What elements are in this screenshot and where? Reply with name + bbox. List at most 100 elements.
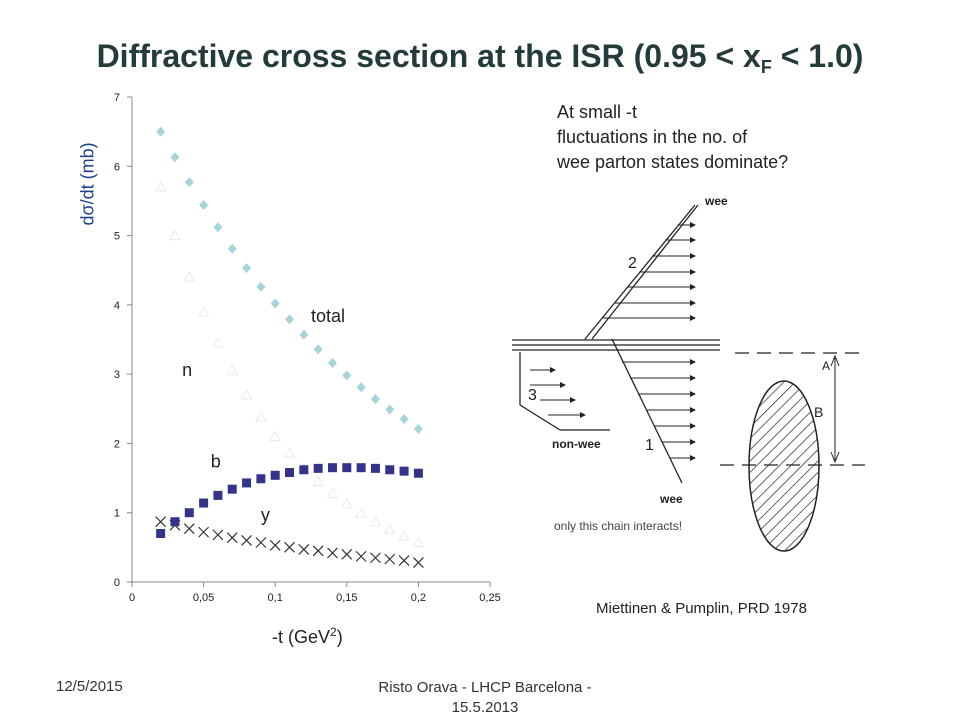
target-proton-ellipse [748,380,820,552]
data-point-n [226,364,239,376]
data-point-b [356,463,366,473]
citation: Miettinen & Pumplin, PRD 1978 [596,600,807,617]
y-tick-label: 2 [114,438,120,450]
data-point-n [369,515,382,527]
data-point-n [297,462,310,473]
data-point-b [213,490,223,500]
impact-lines [720,352,865,466]
diagram-label: non-wee [552,437,601,451]
y-tick-label: 7 [114,92,120,104]
x-tick-label: 0,25 [479,592,500,604]
y-tick-label: 5 [114,231,120,243]
note-line: wee parton states dominate? [557,152,789,172]
x-tick-label: 0 [129,592,135,604]
data-point-b [184,508,194,518]
footer-date: 12/5/2015 [56,678,123,695]
diagram-label: 1 [645,437,654,454]
data-point-y [384,553,396,565]
data-point-y [327,547,338,559]
data-point-n [283,447,296,458]
data-point-total [370,394,380,405]
y-tick-label: 4 [114,300,120,312]
data-point-b [370,463,380,473]
curve-label-n: n [182,360,192,380]
note-line: fluctuations in the no. of [557,127,748,147]
data-point-total [356,382,366,393]
data-point-n [197,305,210,317]
data-point-b [285,468,295,478]
y-tick-label: 0 [114,577,120,589]
data-point-b [385,465,395,475]
data-point-total [342,370,352,381]
curve-label-b: b [211,452,221,472]
data-point-n [255,411,267,422]
data-point-b [299,465,309,475]
data-point-total [227,243,237,254]
data-point-y [398,555,410,566]
chart-axes [131,97,490,583]
x-tick-label: 0,15 [336,592,357,604]
diagram-label: A [822,359,830,373]
data-point-total [256,281,266,292]
data-point-y [226,532,238,544]
data-point-total [170,152,180,163]
data-point-b [327,463,337,473]
data-point-n [154,181,167,192]
data-point-n [398,530,410,541]
data-point-n [383,523,396,534]
data-point-y [412,557,424,569]
impact-arrow [830,354,840,464]
data-point-total [242,263,252,274]
y-tick-label: 6 [114,161,120,173]
note-line: At small -t [557,102,638,122]
data-point-b [413,468,423,478]
data-point-n [183,271,196,282]
data-point-b [227,484,237,494]
diagram-labels: wee 2 3 non-wee 1 wee A B [528,194,830,506]
diagram-label: 3 [528,387,537,404]
y-axis-label: dσ/dt (mb) [77,142,98,226]
data-point-y [298,544,310,555]
data-point-y [312,545,324,557]
diagram-label: B [814,404,823,420]
x-axis-label: -t (GeV2) [272,625,343,647]
data-point-y [198,526,210,538]
data-point-total [156,126,166,137]
data-point-b [256,474,266,484]
data-point-total [199,200,209,211]
slide-title: Diffractive cross section at the ISR (0.… [96,38,864,77]
x-tick-label: 0,2 [411,592,426,604]
x-tick-label: 0,1 [268,592,283,604]
data-point-y [241,535,252,546]
annotation-note: At small -t fluctuations in the no. of w… [557,100,788,175]
data-point-n [240,388,253,400]
data-point-b [242,478,252,488]
upper-chain [519,204,699,484]
diagram-label: wee [659,492,683,506]
curve-label-y: y [261,505,270,525]
data-point-n [326,487,339,498]
data-point-total [413,423,423,434]
x-tick-label: 0,05 [193,592,214,604]
data-point-y [169,519,181,531]
data-point-total [385,404,395,415]
data-point-total [213,222,223,233]
data-point-n [340,497,353,509]
data-point-y [370,552,381,564]
data-point-total [285,314,295,325]
data-point-total [184,177,194,188]
data-point-total [313,344,323,355]
data-point-y [183,523,195,535]
data-point-total [327,358,337,369]
data-point-y [284,541,295,553]
data-point-y [355,550,367,562]
data-point-total [270,298,280,309]
data-point-y [269,539,281,551]
data-point-b [156,529,166,538]
data-point-n [169,229,181,241]
data-point-total [399,414,409,425]
diagram-label: wee [704,194,728,208]
data-point-b [270,470,280,480]
